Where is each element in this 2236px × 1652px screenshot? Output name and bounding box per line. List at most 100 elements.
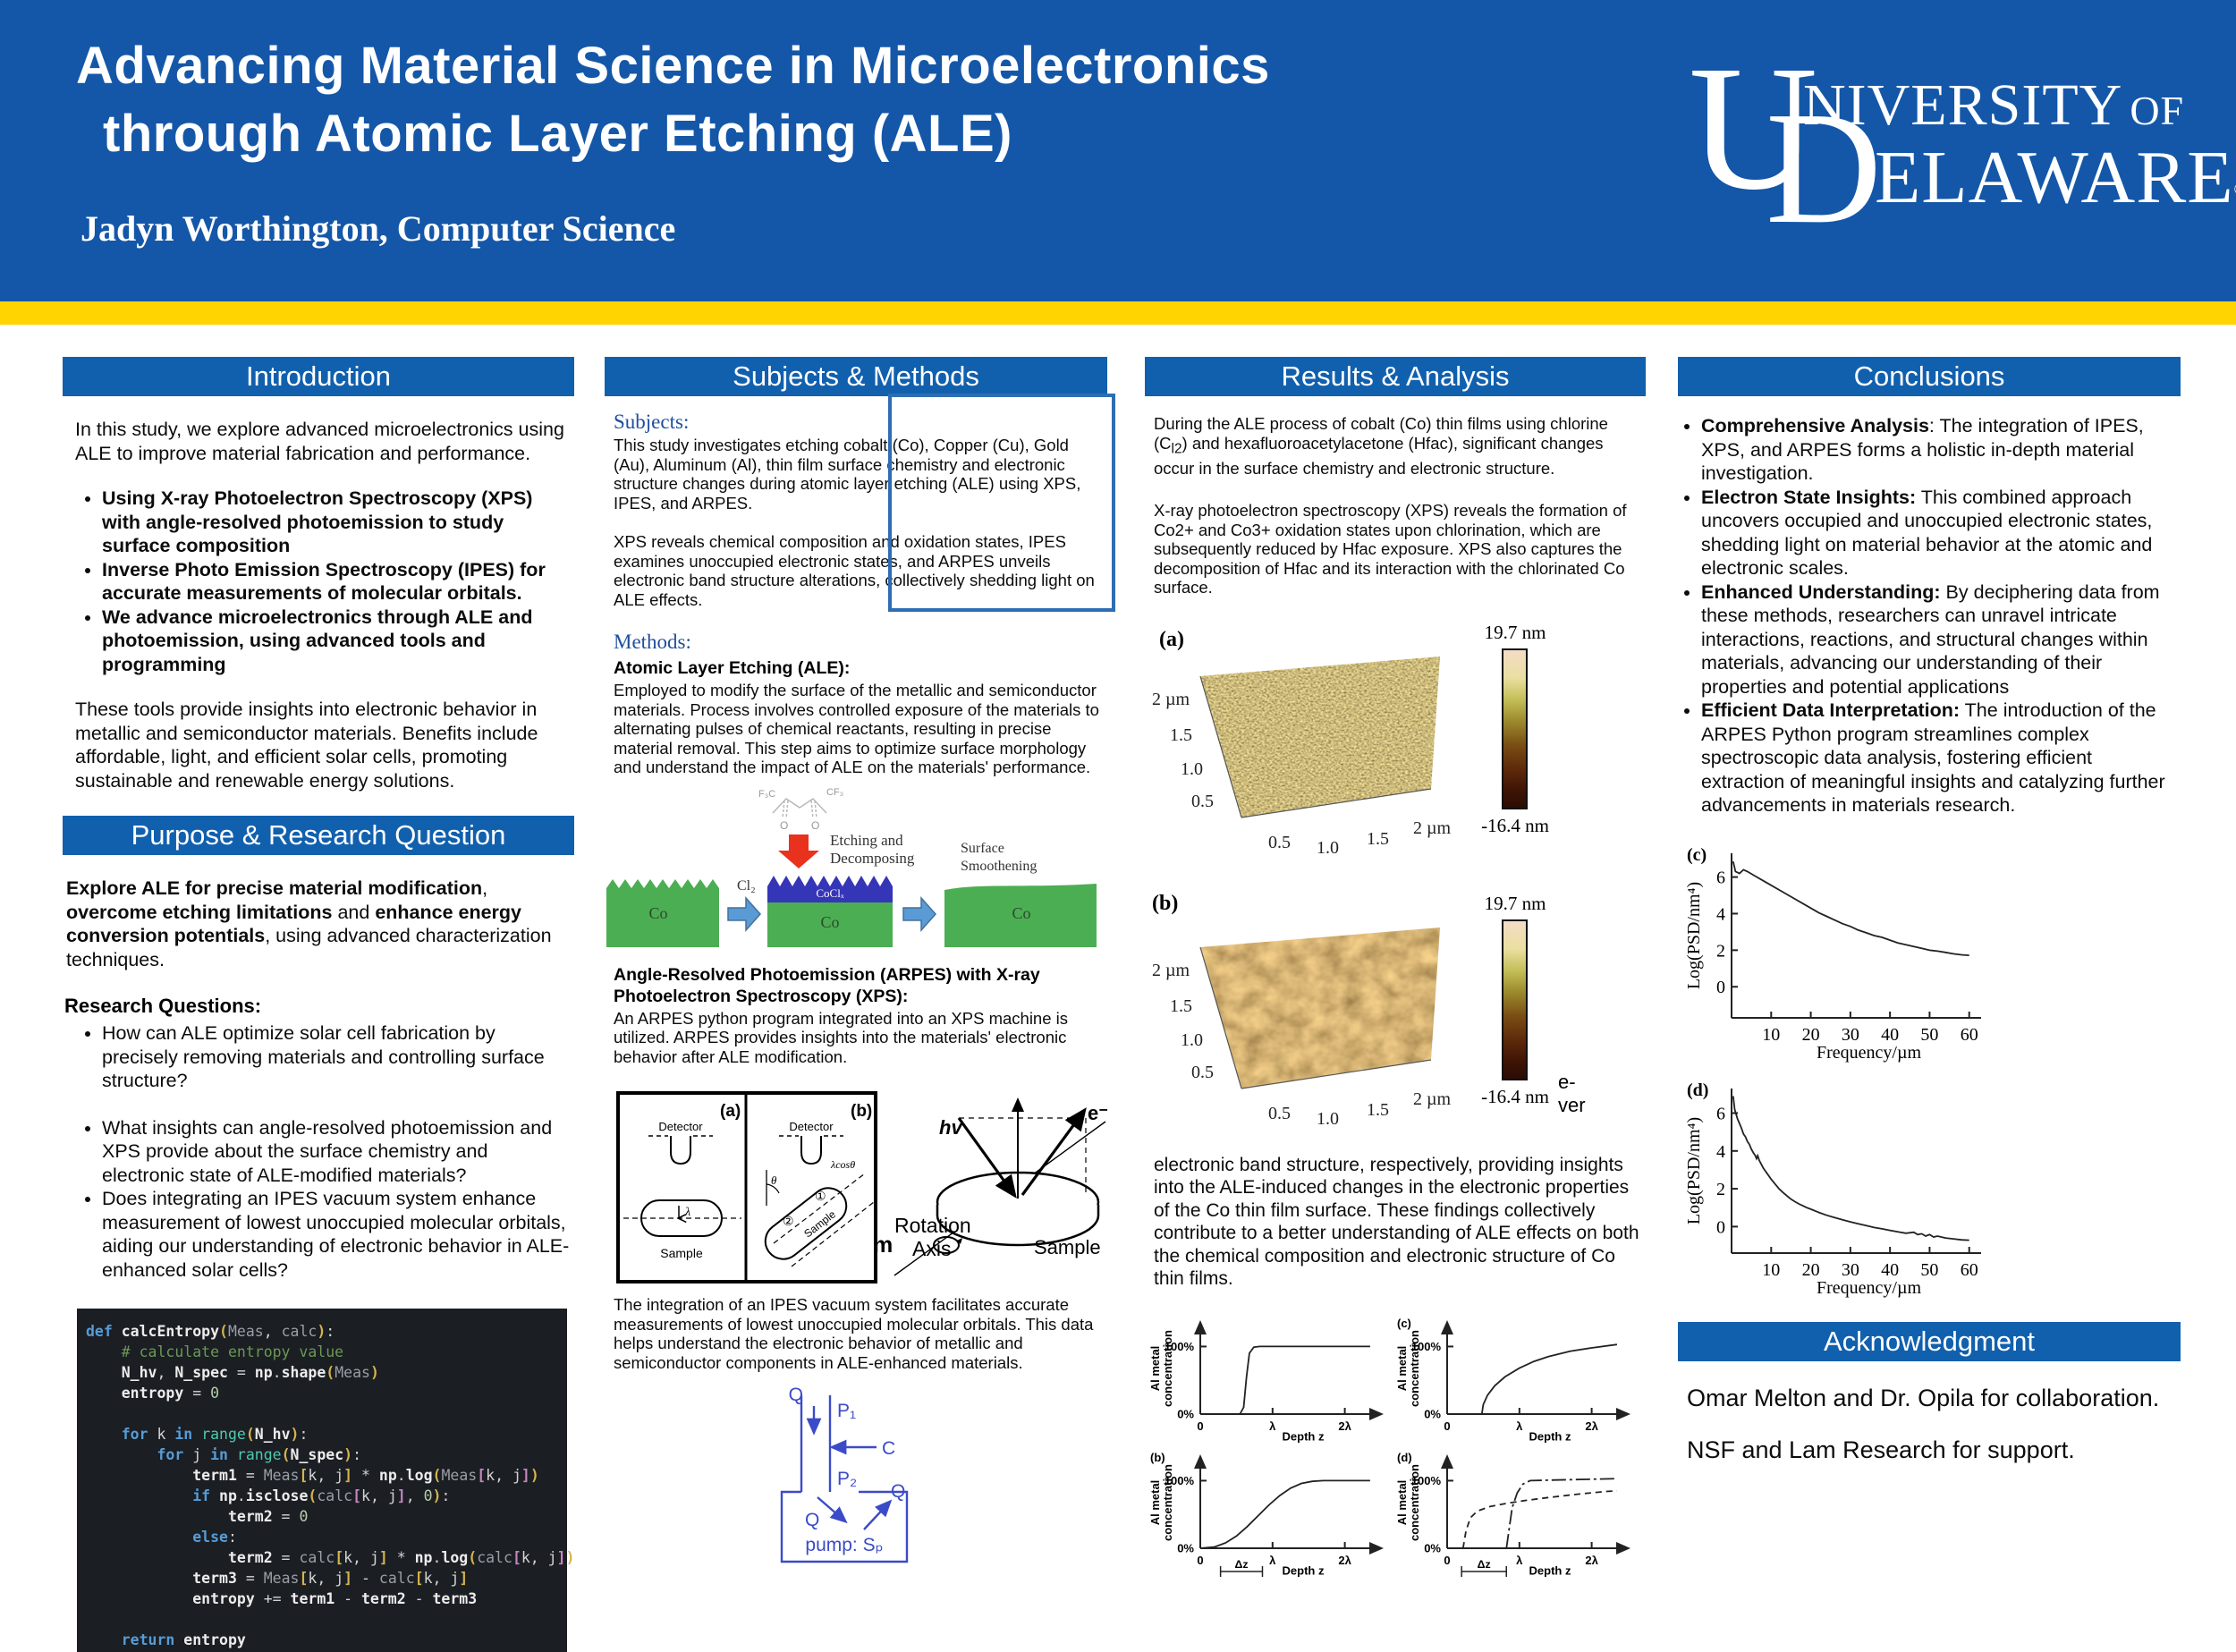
molecule-label-o1: O xyxy=(780,819,788,832)
logo-registered-mark: ® xyxy=(2234,180,2236,199)
depth-profile-plot-b: 100% 0%0 λ 2λ Depth z Al metal concentration(b… xyxy=(1148,1451,1384,1577)
electron-exit-arrow xyxy=(1021,1107,1087,1196)
purpose-paragraph: Explore ALE for precise material modific… xyxy=(66,877,571,971)
section-header-results: Results & Analysis xyxy=(1145,357,1646,396)
cl2-label: Cl₂ xyxy=(737,878,756,894)
afm-b-label: (b) xyxy=(1152,892,1178,915)
intro-bullet-list: Using X-ray Photoelectron Spectroscopy (… xyxy=(102,487,574,676)
title-line1: Advancing Material Science in Microelect… xyxy=(76,37,1270,95)
ale-paragraph: Employed to modify the surface of the me… xyxy=(614,681,1099,776)
theta-label: θ xyxy=(771,1173,777,1187)
pump-q-in-label: Q xyxy=(789,1385,803,1405)
research-question-2: What insights can angle-resolved photoem… xyxy=(102,1116,574,1188)
conclusion-4-rest: The introduction of the ARPES Python pro… xyxy=(1701,699,2165,816)
afm-b-colorbar xyxy=(1502,919,1528,1080)
purpose-run-2: , xyxy=(482,877,488,899)
yellow-stripe xyxy=(0,301,2236,325)
svg-text:2: 2 xyxy=(1716,941,1725,961)
afm-a-xtick-2um: 2 µm xyxy=(1413,818,1452,838)
svg-text:λ: λ xyxy=(1516,1419,1523,1433)
conclusion-3-rest: By deciphering data from these methods, … xyxy=(1701,580,2160,698)
section-header-purpose: Purpose & Research Question xyxy=(63,816,574,855)
circled-2-label: ② xyxy=(783,1214,794,1228)
ale-heading: Atomic Layer Etching (ALE): xyxy=(614,658,851,678)
rotation-label: Rotation xyxy=(894,1214,971,1237)
ale-process-diagram: F₃C CF₃ O O Etching and Decomposing Co C… xyxy=(606,787,1097,947)
depth-profile-plot-a: 100% 0%0 λ 2λ Depth z Al metal concentration xyxy=(1148,1319,1384,1443)
conclusion-item-2: Electron State Insights: This combined a… xyxy=(1701,486,2181,580)
column-results-analysis: Results & Analysis During the ALE proces… xyxy=(1145,351,1646,1582)
results-paragraph-2: X-ray photoelectron spectroscopy (XPS) r… xyxy=(1154,501,1627,597)
svg-text:λ: λ xyxy=(1269,1554,1276,1567)
sample-disk-label: Sample xyxy=(1034,1236,1101,1258)
acknowledgment-paragraph-1: Omar Melton and Dr. Opila for collaborat… xyxy=(1687,1384,2160,1411)
afm-image-b: (b) 2 µm 1.5 1.0 0.5 0.5 1.0 1.5 2 µm 19… xyxy=(1152,892,1586,1129)
svg-text:4: 4 xyxy=(1716,904,1725,924)
svg-text:40: 40 xyxy=(1881,1025,1899,1045)
header: Advancing Material Science in Microelect… xyxy=(0,0,2236,301)
section-header-methods: Subjects & Methods xyxy=(605,357,1107,396)
afm-b-ytick-15: 1.5 xyxy=(1170,996,1192,1016)
detector-label-a: Detector xyxy=(658,1120,703,1133)
svg-text:100%: 100% xyxy=(1411,1474,1442,1487)
smoothening-label-1: Surface xyxy=(961,841,1004,856)
python-entropy-code-block: def calcEntropy(Meas, calc): # calculate… xyxy=(77,1309,575,1652)
psd-plot-c: 0 2 4 6 10 20 30 40 50 60 Frequency/µm Log(PSD/nm⁴)… xyxy=(1684,845,1981,1063)
pump-p1-label: P₁ xyxy=(837,1401,856,1421)
rotation-axis-figure: hv e⁻ Rotation Axis Sample xyxy=(894,1097,1107,1276)
poster-author: Jadyn Worthington, Computer Science xyxy=(80,208,676,249)
sample-label-a: Sample xyxy=(660,1246,703,1260)
afm-a-ytick-15: 1.5 xyxy=(1170,725,1192,745)
intro-paragraph-2: These tools provide insights into electr… xyxy=(75,699,538,792)
cocl-label: CoClₓ xyxy=(816,886,843,900)
svg-text:4: 4 xyxy=(1716,1141,1725,1161)
svg-text:concentration: concentration xyxy=(1161,1464,1174,1541)
axis-label: Axis xyxy=(912,1237,951,1260)
hv-label: hv xyxy=(939,1116,963,1139)
svg-text:2: 2 xyxy=(1716,1180,1725,1199)
svg-text:concentration: concentration xyxy=(1408,1464,1421,1541)
afm-a-xtick-05: 0.5 xyxy=(1268,833,1291,852)
rotation-circle-arrow-icon xyxy=(933,1236,960,1254)
svg-text:Frequency/µm: Frequency/µm xyxy=(1817,1043,1921,1063)
conclusion-item-1: Comprehensive Analysis: The integration … xyxy=(1701,414,2181,486)
svg-text:(c): (c) xyxy=(1687,845,1707,865)
purpose-run-3: overcome etching limitations xyxy=(66,901,333,923)
occluded-text-fragment-m: m xyxy=(873,1233,894,1258)
afm-a-ytick-10: 1.0 xyxy=(1181,759,1203,779)
svg-text:30: 30 xyxy=(1842,1260,1859,1280)
detector-label-b: Detector xyxy=(789,1120,834,1133)
svg-text:Frequency/µm: Frequency/µm xyxy=(1817,1278,1921,1298)
depth-profile-plot-d: 100% 0%0 λ 2λ Depth z Al metal concentration(d… xyxy=(1395,1451,1630,1577)
svg-text:Δz: Δz xyxy=(1478,1558,1491,1571)
afm-b-ytick-10: 1.0 xyxy=(1181,1030,1203,1050)
svg-text:Log(PSD/nm⁴): Log(PSD/nm⁴) xyxy=(1685,881,1704,988)
circled-1-label: ① xyxy=(815,1189,826,1203)
afm-b-colorbar-min: -16.4 nm xyxy=(1481,1086,1549,1107)
pump-q-out-label: Q xyxy=(891,1481,905,1502)
conclusions-list: Comprehensive Analysis: The integration … xyxy=(1690,414,2181,818)
molecule-label-o2: O xyxy=(811,819,819,832)
svg-text:(b): (b) xyxy=(1150,1451,1165,1464)
afm-b-xtick-2um: 2 µm xyxy=(1413,1089,1452,1109)
depth-profile-grid: 100% 0% 0 λ 2λ Depth z Al metal concentration 1… xyxy=(1148,1314,1646,1582)
svg-text:100%: 100% xyxy=(1165,1474,1195,1487)
results-p1-run1: During the ALE process of cobalt (Co) th… xyxy=(1154,414,1608,453)
logo-elaware: ELAWARE® xyxy=(1875,134,2236,221)
afm-image-a: (a) 2 µm 1.5 1.0 0.5 0.5 1.0 1.5 2 µm 19… xyxy=(1152,622,1549,858)
arpes-paragraph: An ARPES python program integrated into … xyxy=(614,1008,1069,1066)
empty-text-box-overlay xyxy=(888,394,1115,612)
lambda-label: λ xyxy=(684,1206,690,1219)
research-questions-heading: Research Questions: xyxy=(64,995,262,1017)
intro-bullet-2: Inverse Photo Emission Spectroscopy (IPE… xyxy=(102,558,574,606)
svg-text:50: 50 xyxy=(1920,1260,1938,1280)
conclusion-1-rest: : The integration of IPES, XPS, and ARPE… xyxy=(1701,415,2144,484)
svg-text:50: 50 xyxy=(1920,1025,1938,1045)
co-label-2: Co xyxy=(820,913,839,931)
subjects-paragraph-2: XPS reveals chemical composition and oxi… xyxy=(614,532,1095,609)
intro-bullet-1: Using X-ray Photoelectron Spectroscopy (… xyxy=(102,487,574,558)
svg-text:10: 10 xyxy=(1762,1025,1780,1045)
conclusion-item-4: Efficient Data Interpretation: The intro… xyxy=(1701,699,2181,818)
occluded-fragment-e: e- xyxy=(1558,1071,1576,1093)
